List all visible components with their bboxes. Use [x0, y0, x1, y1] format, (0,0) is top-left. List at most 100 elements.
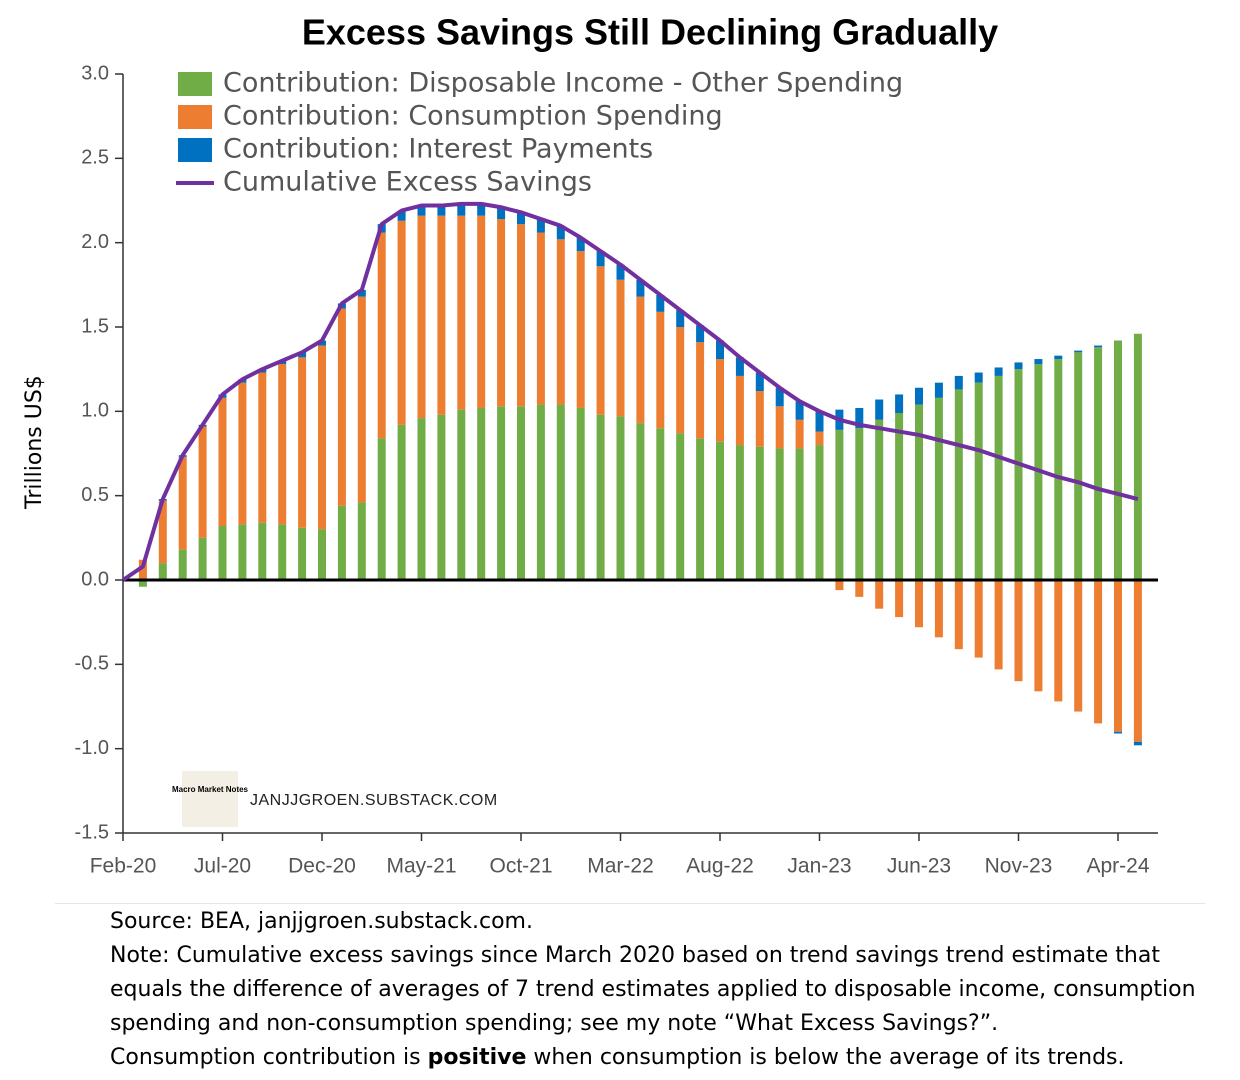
bar — [298, 352, 307, 358]
emphasis: positive — [427, 1045, 527, 1070]
bar — [377, 232, 386, 439]
bar — [556, 239, 565, 405]
bar — [696, 438, 705, 580]
bar — [238, 382, 247, 525]
bar — [477, 407, 486, 580]
bar — [198, 537, 207, 580]
bar — [676, 310, 685, 327]
legend-label: Contribution: Interest Payments — [223, 134, 653, 165]
bar — [616, 416, 625, 580]
bar — [934, 382, 943, 398]
bar — [835, 429, 844, 580]
bar — [397, 210, 406, 221]
bar — [596, 266, 605, 415]
text: when consumption is below the average of… — [526, 1045, 1125, 1070]
bar — [318, 529, 326, 580]
bar — [716, 359, 724, 442]
legend-swatch — [178, 72, 212, 96]
bar — [915, 580, 923, 628]
bar — [855, 580, 864, 597]
x-tick-label: Apr-24 — [1086, 855, 1149, 878]
bar — [1074, 352, 1083, 580]
bar — [318, 345, 326, 530]
bar — [596, 414, 605, 580]
bar — [954, 580, 963, 650]
x-tick-label: Aug-22 — [686, 855, 754, 878]
footer: Source: BEA, janjjgroen.substack.com. No… — [110, 905, 1225, 1075]
y-tick-label: 0.5 — [81, 484, 109, 506]
bar — [337, 308, 346, 506]
bar — [318, 340, 326, 346]
bar — [337, 505, 346, 580]
bar — [835, 580, 844, 591]
bar — [298, 527, 307, 580]
bar — [676, 433, 685, 580]
bar — [1014, 362, 1023, 370]
bar — [954, 389, 963, 580]
bar — [636, 279, 645, 297]
bar — [258, 372, 267, 523]
x-tick-label: Jan-23 — [787, 855, 851, 878]
logo-text: Macro Market Notes — [172, 785, 249, 794]
bar — [138, 559, 147, 580]
bar — [198, 426, 207, 538]
bar — [656, 311, 665, 429]
bar — [1014, 580, 1023, 682]
note: Note: Cumulative excess savings since Ma… — [110, 943, 1196, 1036]
bar — [1034, 359, 1043, 365]
bar — [815, 411, 824, 432]
bar — [437, 414, 446, 580]
bar — [238, 524, 247, 580]
bar — [795, 401, 804, 420]
y-tick-label: 2.5 — [81, 147, 109, 169]
source: Source: BEA, janjjgroen.substack.com. — [110, 909, 533, 934]
x-tick-label: Oct-21 — [489, 855, 552, 878]
bar — [1054, 359, 1063, 580]
bar — [556, 404, 565, 580]
bar — [915, 387, 923, 405]
bar — [437, 215, 446, 415]
bar — [895, 394, 904, 414]
bar — [815, 431, 824, 446]
legend-swatch — [178, 138, 212, 162]
bar — [636, 423, 645, 580]
bar — [974, 580, 983, 658]
bar — [357, 502, 366, 580]
bar — [716, 340, 724, 360]
bar — [457, 203, 466, 216]
bar — [158, 500, 167, 564]
bar — [696, 325, 705, 343]
bar — [974, 382, 983, 580]
y-tick-label: 3.0 — [81, 62, 109, 84]
bar — [1114, 580, 1122, 732]
bar — [298, 357, 307, 528]
bar — [1133, 741, 1142, 746]
bar — [994, 375, 1003, 580]
bar — [417, 418, 426, 580]
bar — [536, 232, 545, 405]
bar — [158, 563, 167, 580]
y-tick-label: 1.0 — [81, 400, 109, 422]
last-line: Consumption contribution is positive whe… — [110, 1041, 1225, 1075]
bar — [855, 407, 864, 429]
bar — [1114, 731, 1122, 734]
bar — [954, 375, 963, 390]
bar — [875, 580, 884, 609]
legend-label: Contribution: Consumption Spending — [223, 101, 723, 132]
bar — [815, 445, 824, 580]
bar — [218, 526, 227, 580]
bar — [596, 251, 605, 267]
separator — [55, 903, 1205, 904]
x-tick-label: Dec-20 — [288, 855, 356, 878]
bar — [1074, 580, 1083, 712]
bar — [915, 404, 923, 580]
bar — [497, 219, 506, 407]
bar — [517, 224, 525, 407]
bar — [278, 524, 287, 580]
bar — [875, 399, 884, 420]
y-tick-label: 0.0 — [81, 568, 109, 590]
bar — [536, 219, 545, 233]
bar — [934, 580, 943, 638]
bar — [1054, 580, 1063, 702]
